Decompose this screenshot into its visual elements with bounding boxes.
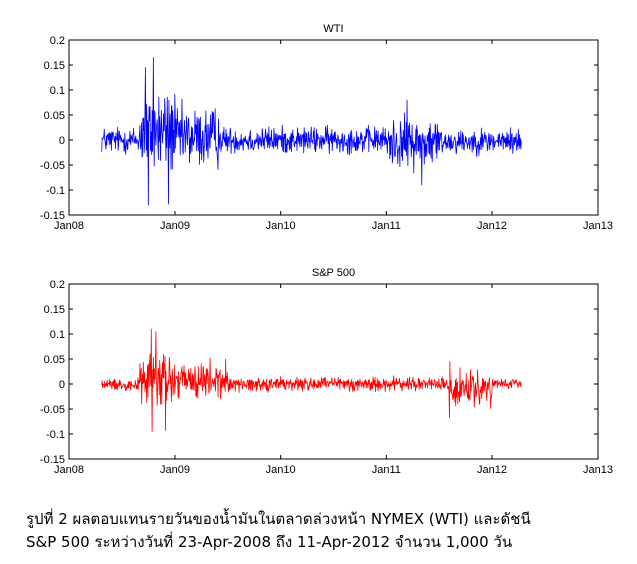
chart-panel-2: S&P 500 -0.15 -0.1 -0.05 0 0.05 0.1 0.15 0.2 Jan0… [40,267,613,476]
x-tick-label: Jan13 [583,464,613,476]
plot-area-frame [68,283,599,460]
y-tick-label: 0.15 [44,60,65,72]
y-tick-label: 0 [59,135,65,147]
y-tick-label: 0 [59,379,65,391]
x-tick-label: Jan10 [266,220,296,232]
y-tick-label: -0.1 [46,429,65,441]
y-tick-label: 0.2 [50,279,65,291]
x-tick-label: Jan11 [372,464,401,476]
y-tick-label: 0.05 [44,110,65,122]
chart-figure: WTI -0.15 -0.1 -0.05 0 0.05 0.1 0.15 0.2 Jan08 Jan… [40,23,613,476]
y-tick-label: 0.05 [44,354,65,366]
chart-title: WTI [323,23,343,35]
y-tick-label: -0.05 [40,404,65,416]
y-tick-label: -0.15 [40,210,65,222]
plot-area-frame [68,39,599,216]
x-tick-label: Jan09 [160,220,190,232]
y-tick-label: 0.2 [50,35,65,47]
x-tick-label: Jan11 [372,220,401,232]
chart-title: S&P 500 [312,267,355,279]
x-tick-label: Jan08 [54,220,84,232]
x-tick-label: Jan12 [477,464,507,476]
x-tick-label: Jan10 [266,464,296,476]
x-tick-label: Jan08 [54,464,84,476]
y-tick-label: 0.1 [50,85,65,97]
series-line [101,57,522,206]
y-tick-label: -0.05 [40,160,65,172]
y-tick-label: -0.1 [46,185,65,197]
y-tick-label: 0.15 [44,304,65,316]
y-tick-label: 0.1 [50,329,65,341]
series-line [101,328,522,432]
x-tick-label: Jan09 [160,464,190,476]
figure-caption: รูปที่ 2 ผลตอบแทนรายวันของน้ำมันในตลาดล่… [26,508,626,554]
caption-line-2: S&P 500 ระหว่างวันที่ 23-Apr-2008 ถึง 11… [26,533,513,551]
caption-line-1: รูปที่ 2 ผลตอบแทนรายวันของน้ำมันในตลาดล่… [26,510,531,528]
x-tick-label: Jan13 [583,220,613,232]
figure: WTI -0.15 -0.1 -0.05 0 0.05 0.1 0.15 0.2 Jan08 Jan… [40,23,613,476]
y-tick-label: -0.15 [40,454,65,466]
x-tick-label: Jan12 [477,220,507,232]
chart-panel-1: WTI -0.15 -0.1 -0.05 0 0.05 0.1 0.15 0.2 Jan08 Jan… [40,23,613,232]
